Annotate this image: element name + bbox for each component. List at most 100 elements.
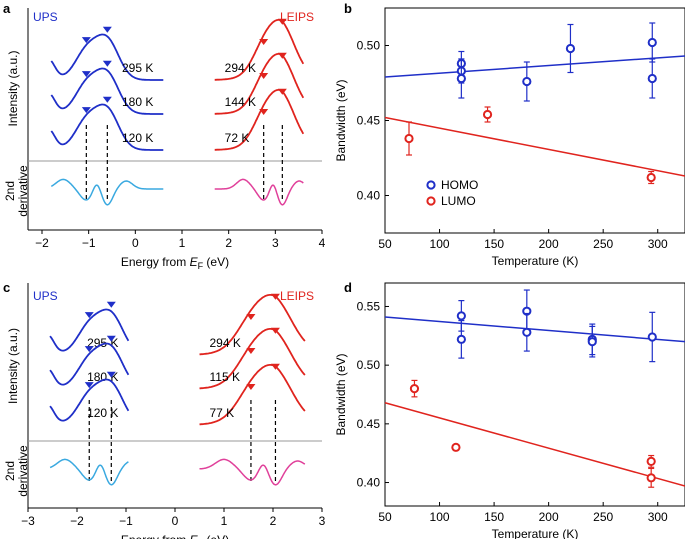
x-tick-label: 200 xyxy=(539,510,559,524)
leips-spectrum-curve xyxy=(199,328,306,390)
x-tick-label: 300 xyxy=(648,510,668,524)
data-point-lumo xyxy=(646,456,656,466)
fit-line-homo xyxy=(384,316,685,343)
data-point-homo xyxy=(456,334,466,344)
peak-marker xyxy=(259,39,269,45)
data-point-homo xyxy=(647,73,657,84)
peak-marker xyxy=(259,73,269,79)
y-axis-label: Bandwidth (eV) xyxy=(334,353,348,435)
x-tick-label: 0 xyxy=(172,514,179,528)
x-tick-label: −2 xyxy=(35,236,49,250)
data-point-homo xyxy=(522,327,532,337)
leips-derivative-curve xyxy=(199,458,306,486)
fit-line-lumo xyxy=(384,401,685,487)
leips-spectrum-curve xyxy=(214,89,305,151)
data-point-homo xyxy=(522,76,532,87)
deriv-label: derivative xyxy=(16,445,30,497)
peak-marker xyxy=(106,335,116,342)
y-tick-label: 0.55 xyxy=(357,299,381,313)
temperature-label: 77 K xyxy=(210,406,235,420)
panel-letter: b xyxy=(344,1,352,16)
x-tick-label: 3 xyxy=(319,514,326,528)
panel-a: a UPS LEIPS Intensity (a.u.) 2nd derivative −2… xyxy=(3,1,326,271)
leips-spectrum-curve xyxy=(214,19,305,81)
data-point-homo xyxy=(647,332,657,342)
peak-marker xyxy=(259,109,269,115)
ups-spectrum-curve xyxy=(50,67,164,115)
x-tick-label: 100 xyxy=(430,237,450,251)
ups-spectrum-curve xyxy=(49,342,130,386)
ups-spectrum-curve xyxy=(49,308,130,352)
x-axis-label: Temperature (K) xyxy=(492,254,579,268)
fit-line-homo xyxy=(384,55,685,78)
deriv-label: 2nd xyxy=(3,461,17,481)
deriv-label: derivative xyxy=(16,165,30,217)
panel-letter: d xyxy=(344,280,352,295)
leips-spectrum-curve xyxy=(199,294,306,356)
panel-c: c UPS LEIPS Intensity (a.u.) 2nd derivative −3… xyxy=(3,280,326,539)
data-point-homo xyxy=(587,337,597,347)
x-tick-label: 250 xyxy=(593,237,613,251)
x-tick-label: 150 xyxy=(484,510,504,524)
leips-label: LEIPS xyxy=(280,10,314,24)
leips-derivative-curve xyxy=(214,178,304,206)
x-axis-label: Energy from EF (eV) xyxy=(121,255,229,271)
peak-marker xyxy=(102,26,112,33)
peak-marker xyxy=(246,348,256,354)
peak-marker xyxy=(84,346,94,353)
data-point-lumo xyxy=(404,133,414,144)
x-tick-label: 100 xyxy=(430,510,450,524)
leips-spectrum-curve xyxy=(199,364,306,426)
peak-marker xyxy=(270,363,280,370)
x-tick-label: −1 xyxy=(119,514,133,528)
leips-label: LEIPS xyxy=(280,289,314,303)
ups-spectrum-curve xyxy=(50,33,164,81)
x-tick-label: 1 xyxy=(221,514,228,528)
x-axis-label: Energy from EF (eV) xyxy=(121,533,229,539)
peak-marker xyxy=(84,312,94,319)
x-tick-label: 50 xyxy=(378,510,392,524)
y-tick-label: 0.45 xyxy=(357,114,381,128)
temperature-label: 144 K xyxy=(225,95,256,109)
panel-d: d 50 100 150 200 250 300 0.40 0.45 0.50 0.55 Temper… xyxy=(334,280,685,539)
temperature-label: 120 K xyxy=(122,131,153,145)
y-tick-label: 0.40 xyxy=(357,189,381,203)
peak-marker xyxy=(81,107,91,114)
data-point-lumo xyxy=(646,172,656,183)
x-tick-label: 4 xyxy=(319,236,326,250)
panel-b: b 50 100 150 200 250 300 0.40 0.45 0.50 Temperatur… xyxy=(334,1,685,268)
y-tick-label: 0.50 xyxy=(357,358,381,372)
peak-marker xyxy=(81,37,91,44)
ups-derivative-curve xyxy=(49,458,129,486)
peak-marker xyxy=(84,382,94,389)
peak-marker xyxy=(270,327,280,334)
ups-label: UPS xyxy=(33,10,58,24)
data-point-lumo xyxy=(409,384,420,394)
x-tick-label: 2 xyxy=(270,514,277,528)
peak-marker xyxy=(277,18,287,25)
peak-marker xyxy=(106,301,116,308)
x-tick-label: 3 xyxy=(272,236,279,250)
data-point-lumo xyxy=(646,473,656,483)
deriv-label: 2nd xyxy=(3,181,17,201)
x-tick-label: 50 xyxy=(378,237,392,251)
peak-marker xyxy=(102,96,112,103)
y-axis-label: Intensity (a.u.) xyxy=(6,50,20,126)
x-tick-label: 200 xyxy=(539,237,559,251)
data-point-homo xyxy=(647,37,657,48)
peak-marker xyxy=(277,88,287,95)
data-point-lumo xyxy=(451,442,461,452)
y-axis-label: Bandwidth (eV) xyxy=(334,79,348,161)
x-tick-label: 150 xyxy=(484,237,504,251)
x-tick-label: −2 xyxy=(70,514,84,528)
panel-letter: c xyxy=(3,280,10,295)
x-tick-label: −1 xyxy=(82,236,96,250)
data-point-homo xyxy=(565,43,576,54)
peak-marker xyxy=(246,384,256,390)
x-tick-label: −3 xyxy=(21,514,35,528)
ups-derivative-curve xyxy=(50,178,164,206)
y-tick-label: 0.45 xyxy=(357,417,381,431)
ups-label: UPS xyxy=(33,289,58,303)
temperature-label: 120 K xyxy=(87,406,118,420)
peak-marker xyxy=(246,314,256,320)
